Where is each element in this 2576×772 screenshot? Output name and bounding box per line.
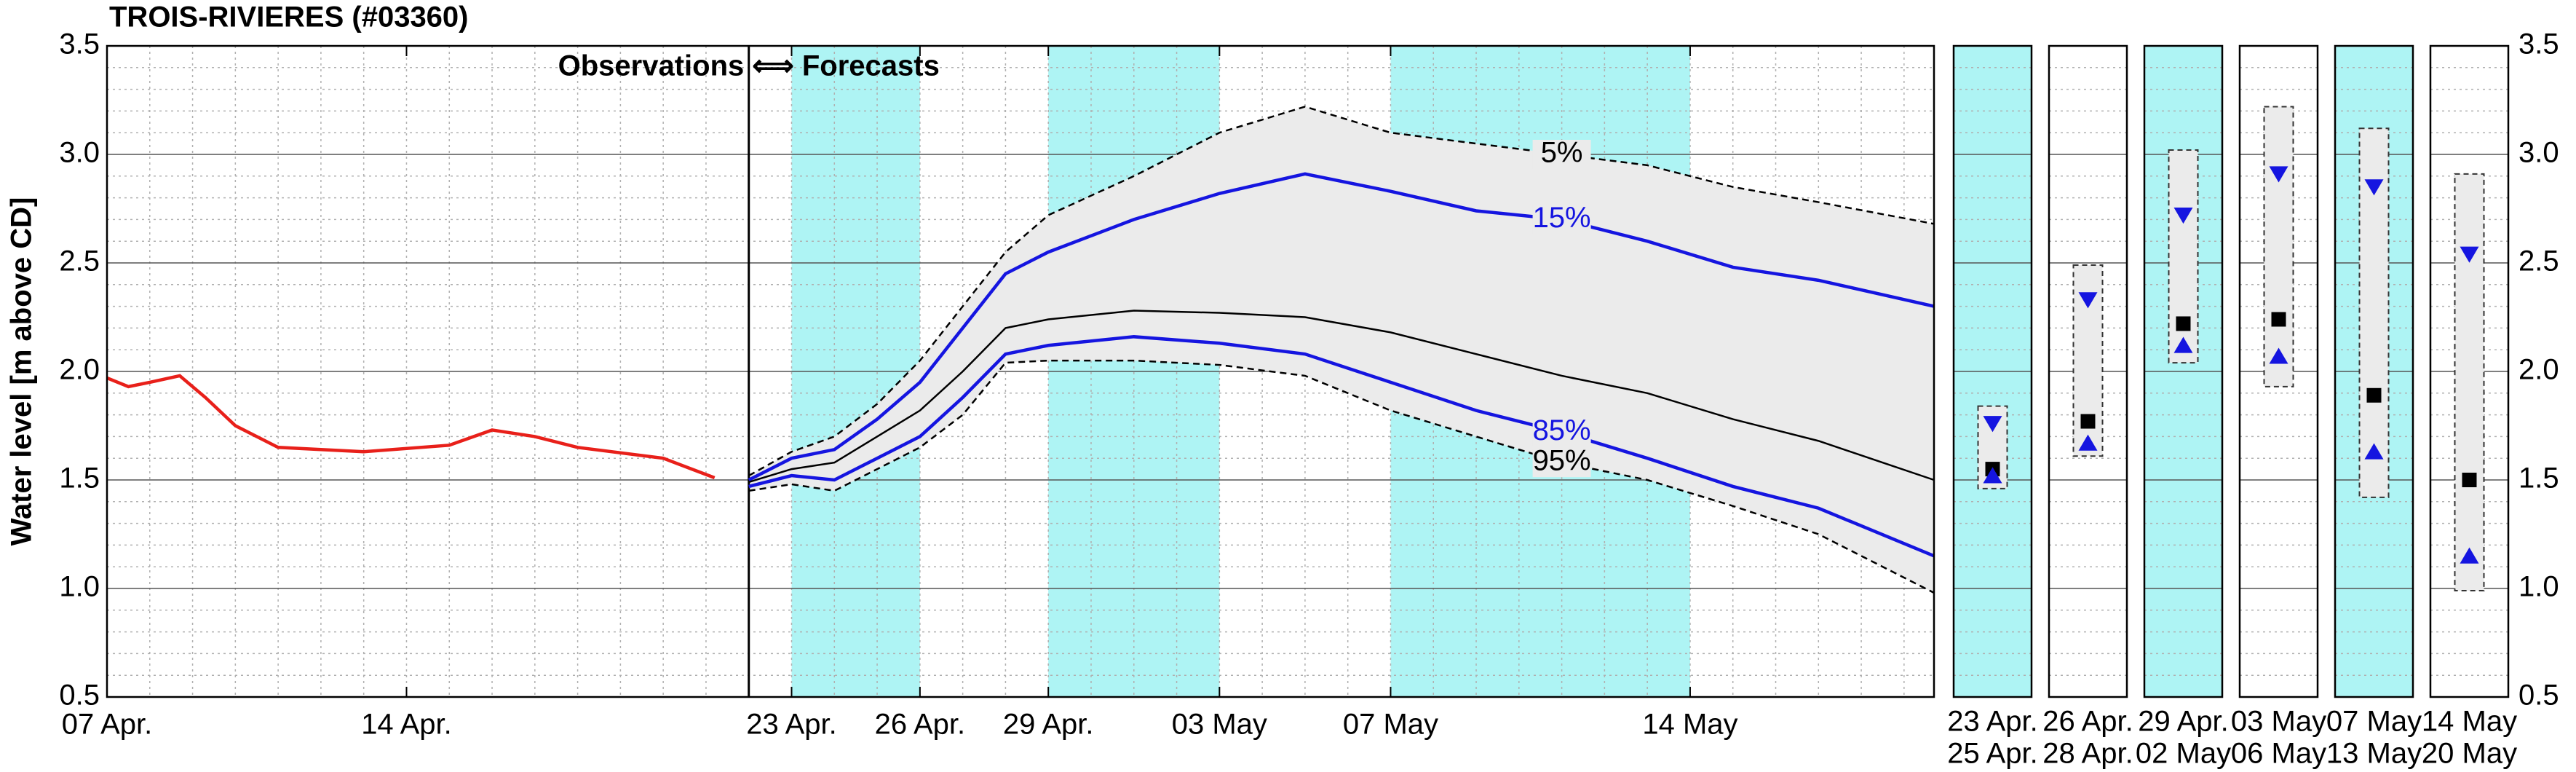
median-marker	[2271, 312, 2286, 327]
x-tick-label: 07 May	[1343, 709, 1438, 741]
series-label-background	[1532, 448, 1591, 478]
quantile-marker	[2269, 347, 2288, 364]
quantile-marker	[2173, 336, 2193, 353]
series-label-background	[1532, 140, 1591, 169]
quantile-marker	[2460, 246, 2479, 263]
quantile-marker	[2078, 434, 2098, 451]
series-line	[748, 359, 1935, 594]
x-tick-label: 07 May	[2326, 706, 2422, 738]
x-tick-label: 03 May	[1172, 709, 1267, 741]
series-label: 5%	[1541, 137, 1583, 169]
x-tick-label: 29 Apr.	[2138, 706, 2229, 738]
y-tick-label: 0.5	[59, 680, 100, 712]
plot-frame	[106, 44, 1935, 698]
quantile-marker	[2364, 443, 2384, 460]
x-tick-label: 06 May	[2231, 738, 2326, 770]
panel-frame	[2238, 44, 2319, 698]
x-tick-label: 14 May	[1642, 709, 1737, 741]
quantile-marker	[2364, 179, 2384, 196]
panel-frame	[1952, 44, 2033, 698]
y-tick-label: 0.5	[2518, 680, 2559, 712]
x-tick-label: 25 Apr.	[1947, 738, 2038, 770]
median-marker	[2366, 387, 2382, 403]
x-tick-label: 23 Apr.	[746, 709, 837, 741]
range-box	[2454, 173, 2485, 591]
median-marker	[2176, 316, 2191, 331]
quantile-marker	[2460, 547, 2479, 564]
series-line	[748, 335, 1935, 558]
x-tick-label: 23 Apr.	[1947, 706, 2038, 738]
y-tick-label: 3.0	[2518, 137, 2559, 169]
y-tick-label: 2.0	[59, 354, 100, 386]
y-tick-label: 3.0	[59, 137, 100, 169]
annotation: Observations ⟺ Forecasts	[558, 50, 940, 82]
y-axis-label: Water level [m above CD]	[6, 197, 38, 546]
quantile-marker	[2173, 208, 2193, 224]
range-box	[2263, 106, 2294, 387]
x-tick-label: 02 May	[2136, 738, 2231, 770]
y-tick-label: 1.0	[2518, 571, 2559, 603]
x-tick-label: 28 Apr.	[2042, 738, 2133, 770]
x-tick-label: 14 May	[2422, 706, 2517, 738]
series-label: 85%	[1533, 414, 1591, 446]
panel-frame	[2143, 44, 2224, 698]
x-tick-label: 26 Apr.	[2042, 706, 2133, 738]
forecast-band	[748, 106, 1934, 593]
quantile-marker	[2078, 292, 2098, 309]
series-line	[748, 172, 1935, 482]
panel-frame	[2429, 44, 2510, 698]
x-tick-label: 20 May	[2422, 738, 2517, 770]
series-label: 15%	[1533, 202, 1591, 234]
x-tick-label: 13 May	[2326, 738, 2422, 770]
y-tick-label: 2.5	[59, 245, 100, 277]
quantile-marker	[1983, 467, 2002, 484]
x-tick-label: 07 Apr.	[62, 709, 153, 741]
series-line	[106, 374, 716, 480]
y-tick-label: 1.5	[59, 462, 100, 495]
x-tick-label: 03 May	[2231, 706, 2326, 738]
series-label-background	[1532, 205, 1591, 235]
y-tick-label: 1.0	[59, 571, 100, 603]
x-tick-label: 29 Apr.	[1003, 709, 1094, 741]
series-label-background	[1532, 417, 1591, 447]
x-tick-label: 26 Apr.	[875, 709, 966, 741]
series-line	[748, 310, 1935, 484]
y-tick-label: 3.5	[59, 28, 100, 60]
y-tick-label: 3.5	[2518, 28, 2559, 60]
x-tick-label: 14 Apr.	[361, 709, 452, 741]
median-marker	[2080, 414, 2096, 429]
y-tick-label: 2.0	[2518, 354, 2559, 386]
chart-title: TROIS-RIVIERES (#03360)	[109, 1, 469, 34]
series-label: 95%	[1533, 445, 1591, 477]
quantile-marker	[1983, 416, 2002, 433]
median-marker	[2462, 473, 2477, 487]
panel-frame	[2048, 44, 2128, 698]
y-tick-label: 2.5	[2518, 245, 2559, 277]
y-tick-label: 1.5	[2518, 462, 2559, 495]
quantile-marker	[2269, 166, 2288, 183]
panel-frame	[2334, 44, 2414, 698]
